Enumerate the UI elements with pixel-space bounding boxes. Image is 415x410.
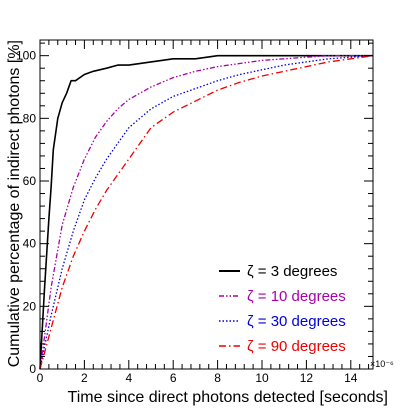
- x-tick-label: 14: [344, 371, 358, 385]
- x-tick-label: 4: [125, 371, 132, 385]
- legend: ζ = 3 degrees ζ = 10 degrees ζ = 30 degree…: [219, 263, 346, 355]
- x-tick-label: 10: [255, 371, 269, 385]
- y-axis-title: Cumulative percentage of indirect photon…: [6, 40, 23, 367]
- y-axis: 0 20 40 60 80 100: [16, 42, 373, 376]
- y-tick-label: 20: [23, 299, 37, 313]
- legend-label-3: ζ = 30 degrees: [247, 313, 346, 330]
- x-tick-label: 6: [170, 371, 177, 385]
- plot-frame: [39, 39, 374, 370]
- x-axis: 0 2 4 6 8 10 12 14: [37, 40, 370, 385]
- x-axis-title: Time since direct photons detected [seco…: [68, 389, 388, 406]
- x-tick-label: 2: [81, 371, 88, 385]
- legend-label-1: ζ = 3 degrees: [247, 263, 337, 280]
- y-tick-label: 100: [16, 49, 36, 63]
- y-tick-label: 40: [23, 237, 37, 251]
- series-line-4: [39, 55, 374, 370]
- x-tick-label: 0: [37, 371, 44, 385]
- y-tick-label: 80: [23, 111, 37, 125]
- legend-label-4: ζ = 90 degrees: [247, 338, 346, 355]
- x-axis-multiplier: ×10⁻⁶: [370, 359, 394, 369]
- legend-label-2: ζ = 10 degrees: [247, 288, 346, 305]
- y-tick-label: 0: [29, 362, 36, 376]
- series-line-2: [39, 55, 373, 370]
- x-tick-label: 12: [300, 371, 314, 385]
- y-tick-label: 60: [23, 174, 37, 188]
- x-tick-label: 8: [214, 371, 221, 385]
- series-layer: [39, 54, 374, 370]
- series-line-3: [39, 55, 374, 370]
- series-line-1: [39, 54, 373, 370]
